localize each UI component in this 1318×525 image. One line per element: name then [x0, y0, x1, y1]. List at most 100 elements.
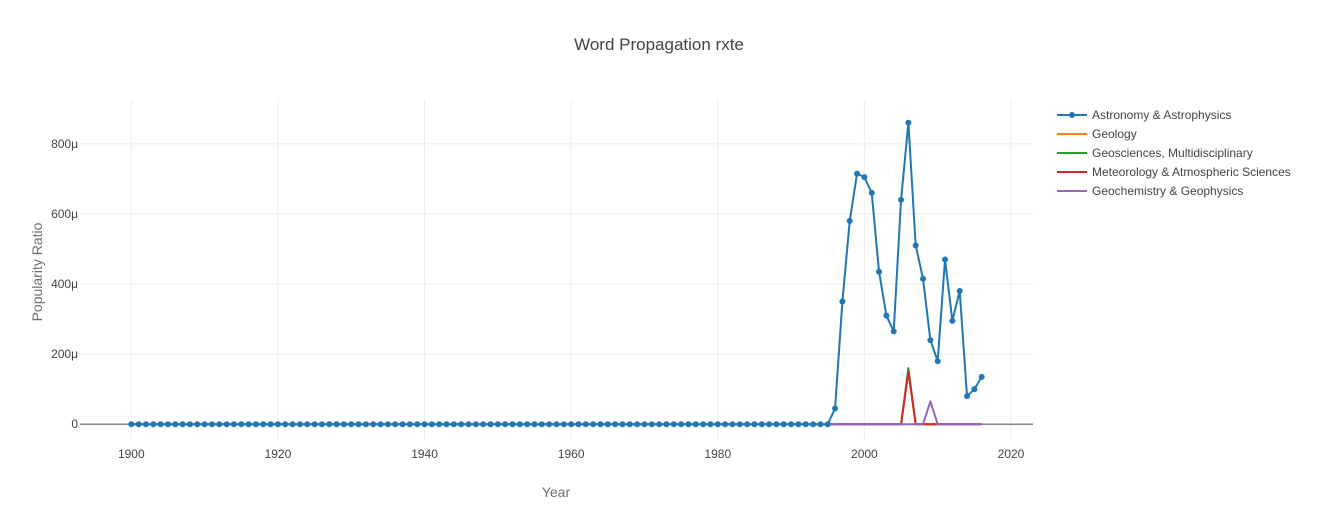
data-point-astronomy-astrophysics-1938: [406, 421, 413, 428]
data-point-astronomy-astrophysics-1970: [641, 421, 648, 428]
data-point-astronomy-astrophysics-1990: [788, 421, 795, 428]
data-point-astronomy-astrophysics-1973: [663, 421, 670, 428]
data-point-astronomy-astrophysics-1931: [355, 421, 362, 428]
data-point-astronomy-astrophysics-1923: [296, 421, 303, 428]
legend-item-geology[interactable]: Geology: [1057, 127, 1137, 141]
data-point-astronomy-astrophysics-1945: [458, 421, 465, 428]
data-point-astronomy-astrophysics-1904: [157, 421, 164, 428]
data-point-astronomy-astrophysics-1910: [201, 421, 208, 428]
data-point-astronomy-astrophysics-1991: [795, 421, 802, 428]
data-point-astronomy-astrophysics-1927: [326, 421, 333, 428]
legend-label-meteorology-atmospheric-sciences: Meteorology & Atmospheric Sciences: [1092, 165, 1291, 179]
series-line-geosciences-multidisciplinary: [131, 367, 982, 426]
data-point-astronomy-astrophysics-2004: [890, 328, 897, 335]
data-point-astronomy-astrophysics-2014: [964, 393, 971, 400]
data-point-astronomy-astrophysics-1967: [619, 421, 626, 428]
series-layer: [128, 119, 985, 428]
data-point-astronomy-astrophysics-1936: [392, 421, 399, 428]
y-tick-label-200: 200μ: [51, 347, 78, 361]
data-point-astronomy-astrophysics-1963: [590, 421, 597, 428]
data-point-astronomy-astrophysics-2009: [927, 337, 934, 344]
data-point-astronomy-astrophysics-1987: [766, 421, 773, 428]
y-tick-label-0: 0: [71, 417, 78, 431]
data-point-astronomy-astrophysics-1900: [128, 421, 135, 428]
legend-label-astronomy-astrophysics: Astronomy & Astrophysics: [1092, 108, 1231, 122]
series-line-meteorology-atmospheric-sciences: [827, 370, 982, 426]
legend-item-geochemistry-geophysics[interactable]: Geochemistry & Geophysics: [1057, 184, 1243, 198]
data-point-astronomy-astrophysics-1941: [428, 421, 435, 428]
data-point-astronomy-astrophysics-1958: [553, 421, 560, 428]
data-point-astronomy-astrophysics-2016: [978, 373, 985, 380]
legend-item-astronomy-astrophysics[interactable]: Astronomy & Astrophysics: [1057, 108, 1231, 122]
data-point-astronomy-astrophysics-1944: [450, 421, 457, 428]
data-point-astronomy-astrophysics-1953: [516, 421, 523, 428]
data-point-astronomy-astrophysics-1918: [260, 421, 267, 428]
data-point-astronomy-astrophysics-1913: [223, 421, 230, 428]
data-point-astronomy-astrophysics-1930: [348, 421, 355, 428]
data-point-astronomy-astrophysics-1909: [194, 421, 201, 428]
data-point-astronomy-astrophysics-1981: [722, 421, 729, 428]
data-point-astronomy-astrophysics-1908: [186, 421, 193, 428]
data-point-astronomy-astrophysics-1998: [846, 217, 853, 224]
data-point-astronomy-astrophysics-1996: [832, 405, 839, 412]
data-point-astronomy-astrophysics-1969: [634, 421, 641, 428]
y-tick-label-600: 600μ: [51, 207, 78, 221]
data-point-astronomy-astrophysics-1915: [238, 421, 245, 428]
data-point-astronomy-astrophysics-1986: [758, 421, 765, 428]
x-tick-label-1940: 1940: [411, 447, 438, 461]
data-point-astronomy-astrophysics-2011: [942, 256, 949, 263]
data-point-astronomy-astrophysics-1934: [377, 421, 384, 428]
data-point-astronomy-astrophysics-2002: [876, 268, 883, 275]
data-point-astronomy-astrophysics-2007: [912, 242, 919, 249]
data-point-astronomy-astrophysics-1982: [729, 421, 736, 428]
legend-item-geosciences-multidisciplinary[interactable]: Geosciences, Multidisciplinary: [1057, 146, 1253, 160]
data-point-astronomy-astrophysics-1999: [854, 170, 861, 177]
data-point-astronomy-astrophysics-1964: [597, 421, 604, 428]
legend-marker-astronomy-astrophysics: [1069, 112, 1075, 118]
data-point-astronomy-astrophysics-1997: [839, 298, 846, 305]
data-point-astronomy-astrophysics-1924: [304, 421, 311, 428]
data-point-astronomy-astrophysics-2010: [934, 358, 941, 365]
data-point-astronomy-astrophysics-1942: [436, 421, 443, 428]
legend-label-geosciences-multidisciplinary: Geosciences, Multidisciplinary: [1092, 146, 1253, 160]
data-point-astronomy-astrophysics-1921: [282, 421, 289, 428]
data-point-astronomy-astrophysics-1939: [414, 421, 421, 428]
data-point-astronomy-astrophysics-1940: [421, 421, 428, 428]
data-point-astronomy-astrophysics-1974: [670, 421, 677, 428]
data-point-astronomy-astrophysics-1957: [546, 421, 553, 428]
data-point-astronomy-astrophysics-1943: [443, 421, 450, 428]
data-point-astronomy-astrophysics-1950: [494, 421, 501, 428]
data-point-astronomy-astrophysics-2001: [868, 189, 875, 196]
data-point-astronomy-astrophysics-1932: [362, 421, 369, 428]
legend-label-geology: Geology: [1092, 127, 1137, 141]
data-point-astronomy-astrophysics-1903: [150, 421, 157, 428]
x-axis-title: Year: [542, 484, 571, 500]
data-point-astronomy-astrophysics-1929: [340, 421, 347, 428]
data-point-astronomy-astrophysics-1902: [142, 421, 149, 428]
data-point-astronomy-astrophysics-1948: [480, 421, 487, 428]
data-point-astronomy-astrophysics-1928: [333, 421, 340, 428]
data-point-astronomy-astrophysics-1966: [612, 421, 619, 428]
data-point-astronomy-astrophysics-1960: [568, 421, 575, 428]
data-point-astronomy-astrophysics-1955: [531, 421, 538, 428]
data-point-astronomy-astrophysics-1907: [179, 421, 186, 428]
data-point-astronomy-astrophysics-1949: [487, 421, 494, 428]
data-point-astronomy-astrophysics-1956: [538, 421, 545, 428]
data-point-astronomy-astrophysics-1968: [626, 421, 633, 428]
data-point-astronomy-astrophysics-1919: [267, 421, 274, 428]
data-point-astronomy-astrophysics-1946: [465, 421, 472, 428]
data-point-astronomy-astrophysics-1933: [370, 421, 377, 428]
data-point-astronomy-astrophysics-1972: [656, 421, 663, 428]
data-point-astronomy-astrophysics-1993: [810, 421, 817, 428]
legend-item-meteorology-atmospheric-sciences[interactable]: Meteorology & Atmospheric Sciences: [1057, 165, 1291, 179]
data-point-astronomy-astrophysics-2008: [920, 275, 927, 282]
chart-title: Word Propagation rxte: [574, 35, 744, 54]
data-point-astronomy-astrophysics-1961: [575, 421, 582, 428]
legend: Astronomy & Astrophysics Geology Geoscienc…: [1057, 108, 1291, 198]
y-tick-label-800: 800μ: [51, 137, 78, 151]
data-point-astronomy-astrophysics-1912: [216, 421, 223, 428]
data-point-astronomy-astrophysics-2005: [898, 196, 905, 203]
data-point-astronomy-astrophysics-1935: [384, 421, 391, 428]
data-point-astronomy-astrophysics-1978: [700, 421, 707, 428]
